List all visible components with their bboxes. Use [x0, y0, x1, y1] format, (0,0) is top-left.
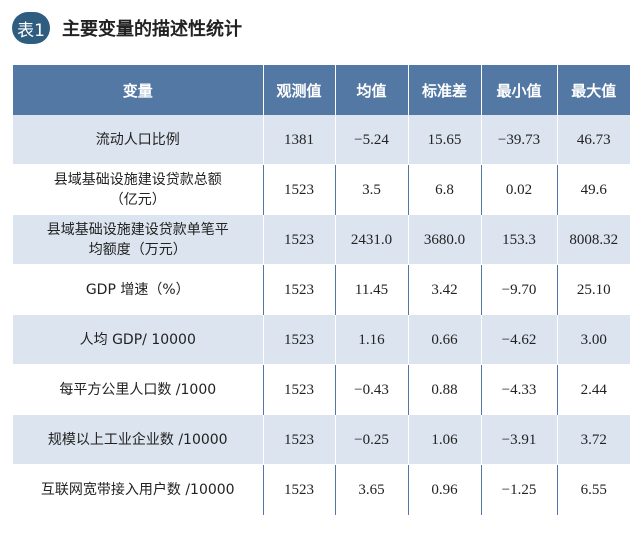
header-min: 最小值: [481, 65, 558, 115]
table-header-row: 变量 观测值 均值 标准差 最小值 最大值: [13, 65, 630, 115]
cell-min: −39.73: [481, 115, 558, 165]
cell-min: −9.70: [481, 264, 558, 315]
cell-min: 0.02: [481, 164, 558, 215]
cell-variable: 县域基础设施建设贷款总额 （亿元）: [13, 164, 264, 215]
table-number-badge: 表1: [12, 12, 50, 44]
cell-std-dev: 3680.0: [408, 214, 482, 265]
cell-max: 49.6: [557, 164, 630, 215]
cell-observations: 1523: [263, 414, 336, 465]
descriptive-statistics-table: 变量 观测值 均值 标准差 最小值 最大值 流动人口比例 1381 −5.24 15.…: [13, 65, 630, 515]
cell-variable: 流动人口比例: [13, 115, 264, 165]
cell-max: 46.73: [557, 115, 630, 165]
cell-mean: −0.43: [335, 364, 409, 415]
cell-max: 6.55: [557, 464, 630, 515]
cell-mean: 11.45: [335, 264, 409, 315]
table-row: 县域基础设施建设贷款总额 （亿元） 1523 3.5 6.8 0.02 49.6: [13, 164, 630, 215]
table-row: 规模以上工业企业数 /10000 1523 −0.25 1.06 −3.91 3.72: [13, 414, 630, 465]
header-variable: 变量: [13, 65, 264, 115]
cell-max: 8008.32: [557, 214, 630, 265]
cell-std-dev: 15.65: [408, 115, 482, 165]
cell-max: 3.00: [557, 314, 630, 365]
cell-std-dev: 0.96: [408, 464, 482, 515]
cell-observations: 1381: [263, 115, 336, 165]
cell-variable: GDP 增速（%）: [13, 264, 264, 315]
cell-std-dev: 3.42: [408, 264, 482, 315]
cell-std-dev: 0.66: [408, 314, 482, 365]
cell-variable: 人均 GDP/ 10000: [13, 314, 264, 365]
table-row: 县域基础设施建设贷款单笔平 均额度（万元） 1523 2431.0 3680.0 153.…: [13, 214, 630, 265]
cell-mean: 3.5: [335, 164, 409, 215]
cell-max: 25.10: [557, 264, 630, 315]
cell-std-dev: 0.88: [408, 364, 482, 415]
cell-variable: 县域基础设施建设贷款单笔平 均额度（万元）: [13, 214, 264, 265]
cell-mean: −5.24: [335, 115, 409, 165]
table-row: 每平方公里人口数 /1000 1523 −0.43 0.88 −4.33 2.44: [13, 364, 630, 415]
header-mean: 均值: [335, 65, 409, 115]
cell-observations: 1523: [263, 314, 336, 365]
cell-variable: 每平方公里人口数 /1000: [13, 364, 264, 415]
cell-observations: 1523: [263, 164, 336, 215]
cell-max: 3.72: [557, 414, 630, 465]
cell-max: 2.44: [557, 364, 630, 415]
cell-observations: 1523: [263, 264, 336, 315]
header-std-dev: 标准差: [408, 65, 482, 115]
cell-observations: 1523: [263, 364, 336, 415]
cell-variable: 互联网宽带接入用户数 /10000: [13, 464, 264, 515]
cell-mean: 1.16: [335, 314, 409, 365]
table-caption: 表1 主要变量的描述性统计: [12, 10, 242, 46]
cell-mean: −0.25: [335, 414, 409, 465]
cell-std-dev: 6.8: [408, 164, 482, 215]
table-row: 互联网宽带接入用户数 /10000 1523 3.65 0.96 −1.25 6.55: [13, 464, 630, 515]
table-row: 流动人口比例 1381 −5.24 15.65 −39.73 46.73: [13, 115, 630, 165]
cell-min: −3.91: [481, 414, 558, 465]
table-title: 主要变量的描述性统计: [62, 19, 242, 40]
cell-mean: 2431.0: [335, 214, 409, 265]
table-row: 人均 GDP/ 10000 1523 1.16 0.66 −4.62 3.00: [13, 314, 630, 365]
header-observations: 观测值: [263, 65, 336, 115]
cell-std-dev: 1.06: [408, 414, 482, 465]
cell-observations: 1523: [263, 464, 336, 515]
cell-mean: 3.65: [335, 464, 409, 515]
cell-min: 153.3: [481, 214, 558, 265]
table-row: GDP 增速（%） 1523 11.45 3.42 −9.70 25.10: [13, 264, 630, 315]
cell-observations: 1523: [263, 214, 336, 265]
cell-min: −1.25: [481, 464, 558, 515]
header-max: 最大值: [557, 65, 630, 115]
cell-min: −4.62: [481, 314, 558, 365]
cell-variable: 规模以上工业企业数 /10000: [13, 414, 264, 465]
cell-min: −4.33: [481, 364, 558, 415]
